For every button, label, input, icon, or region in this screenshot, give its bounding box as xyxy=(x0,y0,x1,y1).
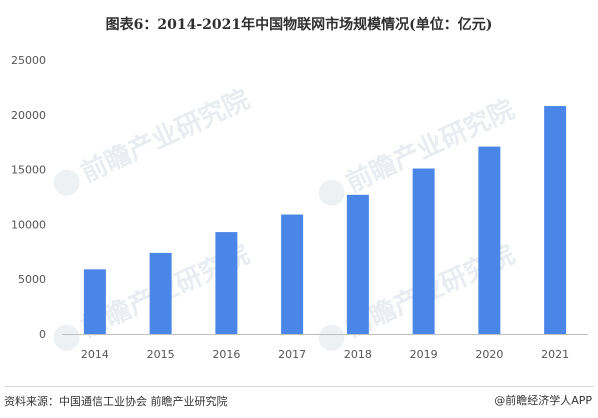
x-tick-label: 2019 xyxy=(410,348,438,361)
bar-2020 xyxy=(478,146,501,334)
watermark: 前瞻产业研究院 xyxy=(53,84,254,196)
watermark-logo-icon xyxy=(53,324,80,351)
bar-series xyxy=(83,106,567,334)
chart-title: 图表6：2014-2021年中国物联网市场规模情况(单位：亿元) xyxy=(105,17,493,33)
y-tick-label: 5000 xyxy=(18,273,46,286)
bar-2014 xyxy=(83,269,106,334)
source-note: 资料来源：中国通信工业协会 前瞻产业研究院 xyxy=(4,395,228,408)
x-tick-label: 2016 xyxy=(212,348,240,361)
watermark-logo-icon xyxy=(53,169,80,196)
bar-2016 xyxy=(215,232,238,334)
footer-divider xyxy=(4,386,594,387)
x-tick-label: 2021 xyxy=(541,348,569,361)
watermark-text: 前瞻产业研究院 xyxy=(76,84,254,189)
y-axis: 0 5000 10000 15000 20000 25000 xyxy=(11,54,46,341)
bar-chart: 前瞻产业研究院前瞻产业研究院前瞻产业研究院前瞻产业研究院 05000100001… xyxy=(11,54,588,361)
y-tick-label: 10000 xyxy=(11,218,46,231)
y-tick-label: 25000 xyxy=(11,54,46,67)
watermark-logo-icon xyxy=(318,179,345,206)
y-tick-label: 0 xyxy=(39,328,46,341)
brand-label: @前瞻经济学人APP xyxy=(494,392,592,408)
y-tick-label: 20000 xyxy=(11,109,46,122)
bar-2015 xyxy=(149,252,172,334)
brand-text: @前瞻经济学人APP xyxy=(494,394,592,407)
x-tick-label: 2017 xyxy=(278,348,306,361)
y-tick-label: 15000 xyxy=(11,164,46,177)
bar-2018 xyxy=(346,194,369,334)
footer: 资料来源：中国通信工业协会 前瞻产业研究院 @前瞻经济学人APP xyxy=(0,386,598,414)
x-tick-label: 2020 xyxy=(475,348,503,361)
bar-2017 xyxy=(281,214,304,334)
watermark-logo-icon xyxy=(318,324,345,351)
x-tick-label: 2015 xyxy=(147,348,175,361)
x-axis: 2014 2015 2016 2017 2018 2019 2020 2021 xyxy=(81,348,569,361)
bar-2019 xyxy=(412,168,435,334)
bar-2021 xyxy=(544,106,567,334)
x-tick-label: 2018 xyxy=(344,348,372,361)
x-tick-label: 2014 xyxy=(81,348,109,361)
